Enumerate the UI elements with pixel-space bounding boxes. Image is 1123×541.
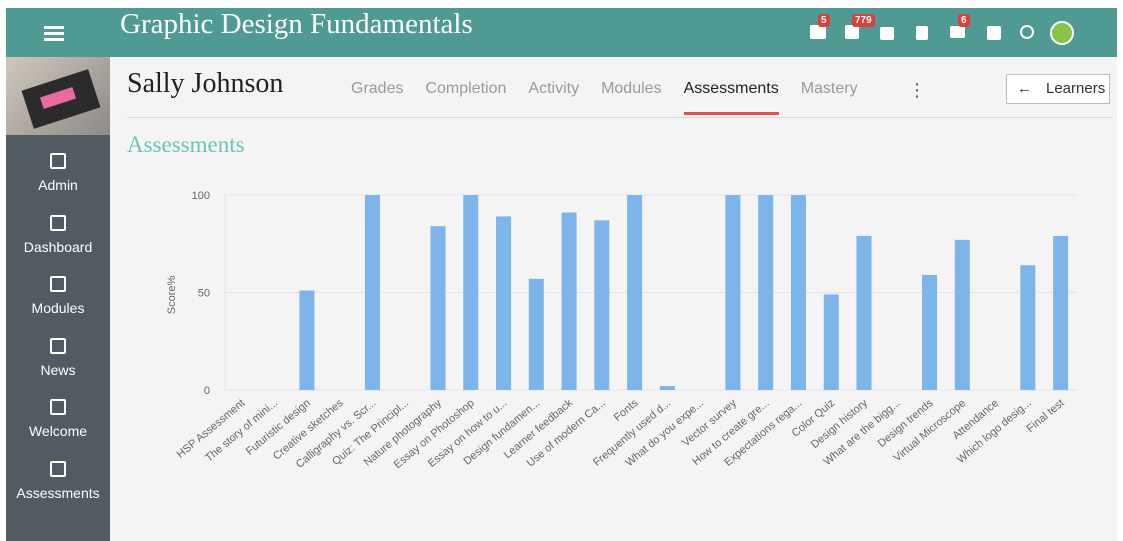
tab[interactable]: Assessments: [684, 80, 779, 115]
bar: [365, 195, 380, 390]
bar: [496, 216, 511, 390]
tab[interactable]: Grades: [351, 80, 403, 115]
avatar[interactable]: [1050, 21, 1074, 45]
x-tick-label: Fonts: [612, 397, 641, 424]
bar: [529, 279, 544, 390]
bar: [627, 195, 642, 390]
y-tick-label: 50: [198, 288, 210, 300]
sidebar-item[interactable]: News: [6, 338, 110, 378]
sidebar-icon: [50, 215, 66, 231]
cart-icon[interactable]: [950, 26, 965, 38]
y-tick-label: 100: [192, 190, 210, 202]
section-title: Assessments: [127, 132, 245, 158]
tab[interactable]: Mastery: [801, 80, 858, 115]
y-tick-label: 0: [204, 385, 210, 397]
help-icon[interactable]: [987, 26, 1001, 40]
sidebar-icon: [50, 399, 66, 415]
tab[interactable]: Modules: [601, 80, 661, 115]
bar: [857, 236, 872, 390]
sidebar-label: Modules: [6, 300, 110, 316]
sidebar-label: News: [6, 362, 110, 378]
sidebar-label: Welcome: [6, 423, 110, 439]
menu-icon[interactable]: [44, 32, 64, 35]
tab[interactable]: Completion: [425, 80, 506, 115]
search-icon[interactable]: [1020, 25, 1034, 39]
y-axis-label: Score%: [166, 276, 178, 315]
learners-button[interactable]: ←Learners: [1006, 74, 1110, 104]
notifications-icon[interactable]: [845, 25, 859, 39]
sidebar-icon: [50, 276, 66, 292]
page: Graphic Design Fundamentals 5 779 6 Admi…: [0, 0, 1123, 541]
button-label[interactable]: Learners: [1046, 80, 1105, 97]
bar: [1053, 236, 1068, 390]
x-tick-label: Final test: [1025, 397, 1067, 435]
bar: [758, 195, 773, 390]
sidebar-icon: [50, 461, 66, 477]
bar: [299, 291, 314, 390]
calendar-icon[interactable]: [880, 27, 894, 40]
menu-icon[interactable]: [44, 26, 64, 29]
bar: [791, 195, 806, 390]
sidebar-item[interactable]: Welcome: [6, 399, 110, 439]
bar: [1020, 265, 1035, 390]
sidebar-label: Admin: [6, 177, 110, 193]
divider: [127, 117, 1113, 118]
trash-icon[interactable]: [916, 26, 928, 40]
learner-name: Sally Johnson: [127, 68, 283, 100]
sidebar-item[interactable]: Modules: [6, 276, 110, 316]
sidebar-item[interactable]: Admin: [6, 153, 110, 193]
sidebar-item[interactable]: Assessments: [6, 461, 110, 501]
sidebar-icon: [50, 338, 66, 354]
bar: [660, 386, 675, 390]
bar: [562, 213, 577, 390]
bar: [955, 240, 970, 390]
menu-icon[interactable]: [44, 38, 64, 41]
bar: [922, 275, 937, 390]
bar: [824, 294, 839, 390]
tabs: Grades Completion Activity Modules Assessmen…: [351, 80, 858, 115]
sidebar-label: Assessments: [6, 485, 110, 501]
messages-icon[interactable]: [810, 25, 826, 39]
sidebar-label: Dashboard: [6, 239, 110, 255]
badge: 5: [818, 14, 830, 27]
badge: 779: [852, 14, 875, 27]
sidebar-item[interactable]: Dashboard: [6, 215, 110, 255]
badge: 6: [958, 14, 970, 27]
sidebar-icon: [50, 153, 66, 169]
bar: [594, 220, 609, 390]
tab[interactable]: Activity: [528, 80, 579, 115]
course-title: Graphic Design Fundamentals: [120, 8, 473, 41]
course-thumbnail: [6, 57, 110, 135]
bar: [463, 195, 478, 390]
more-icon[interactable]: ⋮: [908, 80, 926, 101]
bar: [431, 226, 446, 390]
bar: [725, 195, 740, 390]
